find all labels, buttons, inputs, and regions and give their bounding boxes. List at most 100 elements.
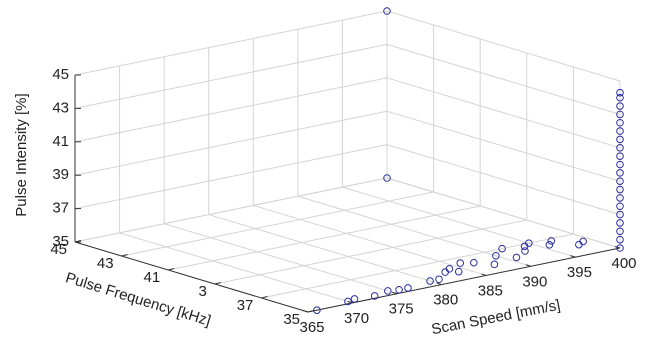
grid-line [253, 204, 487, 276]
x-tick [614, 246, 621, 249]
y-tick-label: 41 [144, 269, 161, 286]
data-point [404, 284, 412, 292]
x-tick [391, 291, 398, 295]
data-point [616, 135, 624, 144]
grid-line [386, 43, 621, 115]
x-tick [436, 282, 442, 286]
grid-line [74, 110, 388, 176]
x-tick [570, 255, 576, 258]
data-point [616, 219, 624, 227]
y-tick [261, 296, 268, 299]
data-point [547, 237, 556, 245]
data-point [344, 297, 352, 306]
data-point [616, 169, 624, 177]
grid-line [297, 195, 532, 267]
data-point [498, 244, 506, 253]
data-point [616, 194, 624, 202]
data-point [616, 88, 624, 97]
x-tick-label: 380 [433, 292, 458, 309]
x-tick-label: 370 [344, 310, 369, 327]
grid-line [214, 219, 527, 285]
grid-line [74, 43, 388, 109]
data-point [579, 237, 587, 246]
y-tick [307, 310, 315, 313]
data-point [616, 118, 624, 127]
data-point [313, 306, 321, 314]
data-point [616, 160, 624, 169]
grid-line [342, 186, 576, 258]
y-axis-label: Pulse Frequency [kHz] [64, 269, 213, 329]
y-tick [214, 282, 221, 285]
data-point [383, 7, 391, 15]
x-tick [481, 273, 487, 276]
data-point [383, 174, 391, 182]
x-tick-label: 390 [522, 273, 547, 290]
data-point [521, 247, 529, 255]
data-point [616, 244, 624, 252]
grid-line [386, 110, 621, 182]
grid-line [386, 177, 621, 249]
data-point [350, 295, 359, 303]
y-tick [121, 254, 128, 257]
x-tick-label: 385 [478, 282, 503, 299]
x-tick [347, 300, 353, 304]
data-point [492, 251, 500, 260]
y-tick [74, 240, 82, 243]
y-tick-label: 37 [237, 297, 254, 314]
data-point [616, 110, 624, 119]
data-point [616, 235, 624, 244]
data-point [616, 185, 624, 194]
data-point [445, 265, 454, 273]
data-point [490, 260, 499, 269]
data-point [616, 202, 624, 211]
data-point [616, 227, 624, 236]
data-point [616, 102, 624, 110]
z-tick-label: 37 [52, 200, 69, 217]
data-point [545, 241, 554, 249]
data-point [435, 275, 443, 284]
z-tick-label: 45 [52, 66, 69, 83]
grid-line [119, 232, 353, 304]
data-point [616, 152, 624, 160]
grid-line [74, 144, 388, 210]
data-point [470, 258, 478, 267]
data-point [454, 267, 463, 276]
grid-line [386, 144, 621, 216]
z-tick-label: 39 [52, 166, 69, 183]
grid-line [386, 10, 621, 82]
y-tick [168, 268, 175, 271]
data-point [616, 144, 624, 152]
data-point [525, 239, 533, 247]
data-point [370, 292, 379, 300]
data-point [395, 285, 403, 294]
z-tick-label: 41 [52, 133, 69, 150]
data-point [616, 177, 624, 185]
x-axis [307, 247, 621, 313]
y-tick-label: 3 [198, 283, 206, 300]
data-point [384, 287, 392, 295]
x-tick [525, 264, 532, 267]
z-axis-label: Pulse Intensity [%] [13, 93, 30, 216]
y-tick-label: 45 [50, 241, 67, 258]
data-point [616, 127, 624, 135]
grid-line [386, 77, 621, 149]
data-point [426, 277, 434, 285]
z-tick-label: 35 [52, 233, 69, 250]
y-tick-label: 43 [97, 255, 114, 272]
x-tick [302, 310, 309, 313]
grid-line [74, 177, 388, 243]
y-axis [74, 241, 309, 313]
grid-line [208, 214, 442, 286]
x-tick-label: 400 [611, 255, 636, 272]
x-tick-label: 395 [567, 264, 592, 281]
grid-line [74, 77, 388, 143]
data-point [616, 93, 624, 102]
data-point [616, 210, 624, 219]
x-tick-label: 375 [389, 301, 414, 318]
data-point [456, 259, 465, 267]
data-point [512, 253, 521, 262]
grid-line [74, 10, 388, 76]
grid-line [121, 191, 434, 257]
x-tick-label: 365 [299, 319, 324, 336]
